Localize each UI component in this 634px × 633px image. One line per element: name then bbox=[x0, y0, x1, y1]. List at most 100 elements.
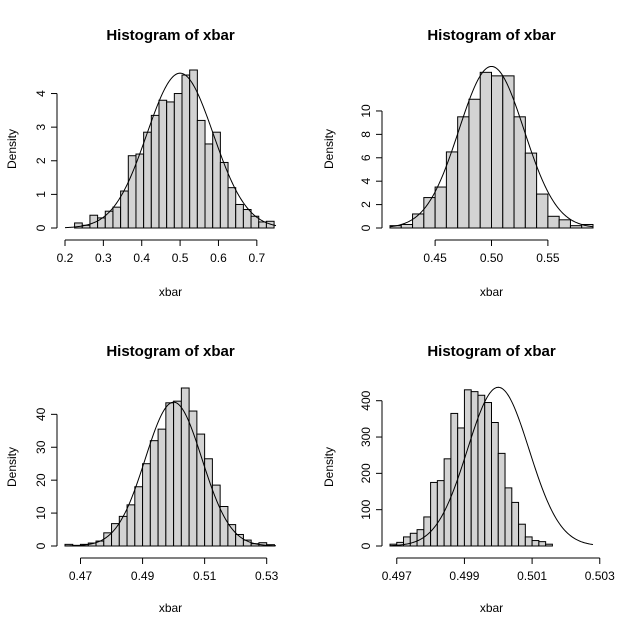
x-tick-label: 0.4 bbox=[133, 251, 150, 265]
histogram-bar bbox=[166, 101, 175, 229]
x-tick-label: 0.5 bbox=[172, 251, 189, 265]
y-tick-label: 8 bbox=[359, 131, 373, 138]
histogram-bar bbox=[477, 394, 486, 547]
x-tick-label: 0.497 bbox=[382, 569, 412, 583]
density-curve bbox=[389, 386, 594, 547]
histogram-bar bbox=[173, 400, 182, 547]
histogram-bar bbox=[196, 119, 206, 229]
x-tick-label: 0.499 bbox=[449, 569, 479, 583]
histogram-bar bbox=[211, 484, 221, 547]
histogram-bar bbox=[235, 203, 244, 229]
y-tick-label: 40 bbox=[34, 407, 48, 421]
y-tick-label: 2 bbox=[359, 201, 373, 208]
chart-title: Histogram of xbar bbox=[106, 343, 235, 360]
histogram-bar bbox=[524, 536, 533, 547]
y-tick-label: 0 bbox=[34, 224, 48, 231]
x-tick-label: 0.6 bbox=[210, 251, 227, 265]
y-tick-label: 6 bbox=[359, 154, 373, 161]
y-tick-label: 0 bbox=[359, 542, 373, 549]
x-tick-label: 0.45 bbox=[423, 251, 447, 265]
histogram-bar bbox=[157, 428, 167, 547]
y-tick-label: 200 bbox=[359, 463, 373, 483]
histogram-bar bbox=[443, 458, 452, 547]
y-tick-label: 1 bbox=[34, 191, 48, 198]
x-tick-label: 0.53 bbox=[255, 569, 279, 583]
x-tick-label: 0.501 bbox=[517, 569, 547, 583]
chart-title: Histogram of xbar bbox=[427, 27, 556, 44]
histogram-bar bbox=[142, 463, 151, 547]
histogram-panel-2: Histogram of xbar 0.45 0.50 0.55 0 2 4 6 8 10 xbar… bbox=[322, 27, 594, 299]
histogram-bar bbox=[513, 116, 526, 229]
histogram-bar bbox=[502, 75, 515, 229]
y-tick-label: 4 bbox=[34, 90, 48, 97]
y-tick-label: 3 bbox=[34, 123, 48, 130]
x-axis-label: xbar bbox=[480, 285, 503, 299]
y-tick-label: 2 bbox=[34, 157, 48, 164]
x-tick-label: 0.49 bbox=[131, 569, 155, 583]
histogram-panel-3: Histogram of xbar 0.47 0.49 0.51 0.53 0 10 20 30… bbox=[5, 343, 279, 615]
x-tick-label: 0.47 bbox=[69, 569, 93, 583]
histogram-bar bbox=[491, 422, 499, 547]
histogram-bar bbox=[134, 486, 144, 547]
histogram-bar bbox=[227, 187, 237, 229]
histogram-bar bbox=[457, 116, 470, 229]
y-tick-label: 20 bbox=[34, 473, 48, 487]
x-tick-label: 0.50 bbox=[480, 251, 504, 265]
density-curve bbox=[64, 401, 277, 547]
x-axis-label: xbar bbox=[159, 601, 182, 615]
histogram-bar bbox=[504, 487, 513, 547]
histogram-bar bbox=[430, 481, 438, 547]
histogram-bar bbox=[143, 131, 152, 229]
histogram-bar bbox=[484, 402, 493, 547]
histogram-bar bbox=[104, 210, 114, 229]
histogram-bar bbox=[531, 540, 540, 547]
histogram-bar bbox=[126, 504, 136, 547]
histogram-panel-1: Histogram of xbar 0.2 0.3 0.4 0.5 0.6 0.7 0 1 2 3 4… bbox=[5, 27, 277, 299]
histogram-panel-4: Histogram of xbar 0.497 0.499 0.501 0.503 0 10… bbox=[322, 343, 615, 615]
chart-title: Histogram of xbar bbox=[427, 343, 556, 360]
histogram-bar bbox=[538, 541, 547, 547]
y-tick-label: 4 bbox=[359, 178, 373, 185]
histogram-bar bbox=[135, 153, 145, 229]
histogram-bar bbox=[497, 452, 506, 547]
histogram-bar bbox=[180, 387, 190, 547]
y-tick-label: 0 bbox=[34, 542, 48, 549]
histogram-bar bbox=[150, 114, 160, 229]
histogram-bar bbox=[219, 506, 229, 547]
histogram-bar bbox=[165, 402, 175, 547]
x-tick-label: 0.7 bbox=[248, 251, 265, 265]
histogram-bar bbox=[412, 213, 425, 229]
y-tick-label: 30 bbox=[34, 440, 48, 454]
y-tick-label: 0 bbox=[359, 224, 373, 231]
histogram-bar bbox=[423, 516, 432, 547]
histogram-bar bbox=[569, 225, 583, 229]
histogram-bar bbox=[547, 215, 560, 229]
histogram-bar bbox=[457, 427, 465, 547]
histogram-bar bbox=[158, 99, 168, 229]
y-tick-label: 10 bbox=[34, 506, 48, 520]
histogram-bar bbox=[479, 71, 493, 229]
histogram-bar bbox=[189, 69, 198, 229]
histogram-bar bbox=[470, 391, 479, 547]
y-tick-label: 10 bbox=[359, 104, 373, 118]
x-tick-label: 0.51 bbox=[193, 569, 217, 583]
histogram-bar bbox=[558, 219, 571, 229]
histogram-bar bbox=[524, 152, 538, 229]
y-axis-label: Density bbox=[5, 447, 19, 487]
y-axis-label: Density bbox=[322, 129, 336, 169]
histogram-bar bbox=[265, 220, 275, 229]
histogram-bar bbox=[97, 217, 106, 229]
histogram-bar bbox=[103, 532, 113, 547]
histogram-bar bbox=[111, 523, 120, 547]
density-curve bbox=[64, 72, 277, 229]
histogram-bar bbox=[491, 75, 504, 229]
histogram-bar bbox=[511, 501, 520, 547]
histogram-bar bbox=[434, 186, 447, 229]
histogram-bar bbox=[468, 98, 481, 229]
y-tick-label: 300 bbox=[359, 427, 373, 447]
histogram-bar bbox=[181, 74, 191, 229]
histogram-bar bbox=[212, 131, 221, 229]
histogram-bar bbox=[258, 221, 267, 229]
